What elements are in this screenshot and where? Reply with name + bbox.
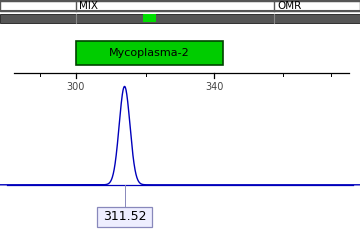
- Bar: [0, 1, 360, 11]
- Bar: [96, 207, 152, 227]
- Text: OMR: OMR: [277, 1, 301, 11]
- Text: MIX: MIX: [79, 1, 98, 11]
- Bar: [143, 14, 156, 22]
- Bar: [0, 14, 360, 23]
- Text: 340: 340: [205, 82, 224, 92]
- Text: 300: 300: [66, 82, 85, 92]
- Bar: [76, 41, 223, 65]
- Text: 311.52: 311.52: [103, 210, 146, 223]
- Text: Mycoplasma-2: Mycoplasma-2: [109, 48, 190, 58]
